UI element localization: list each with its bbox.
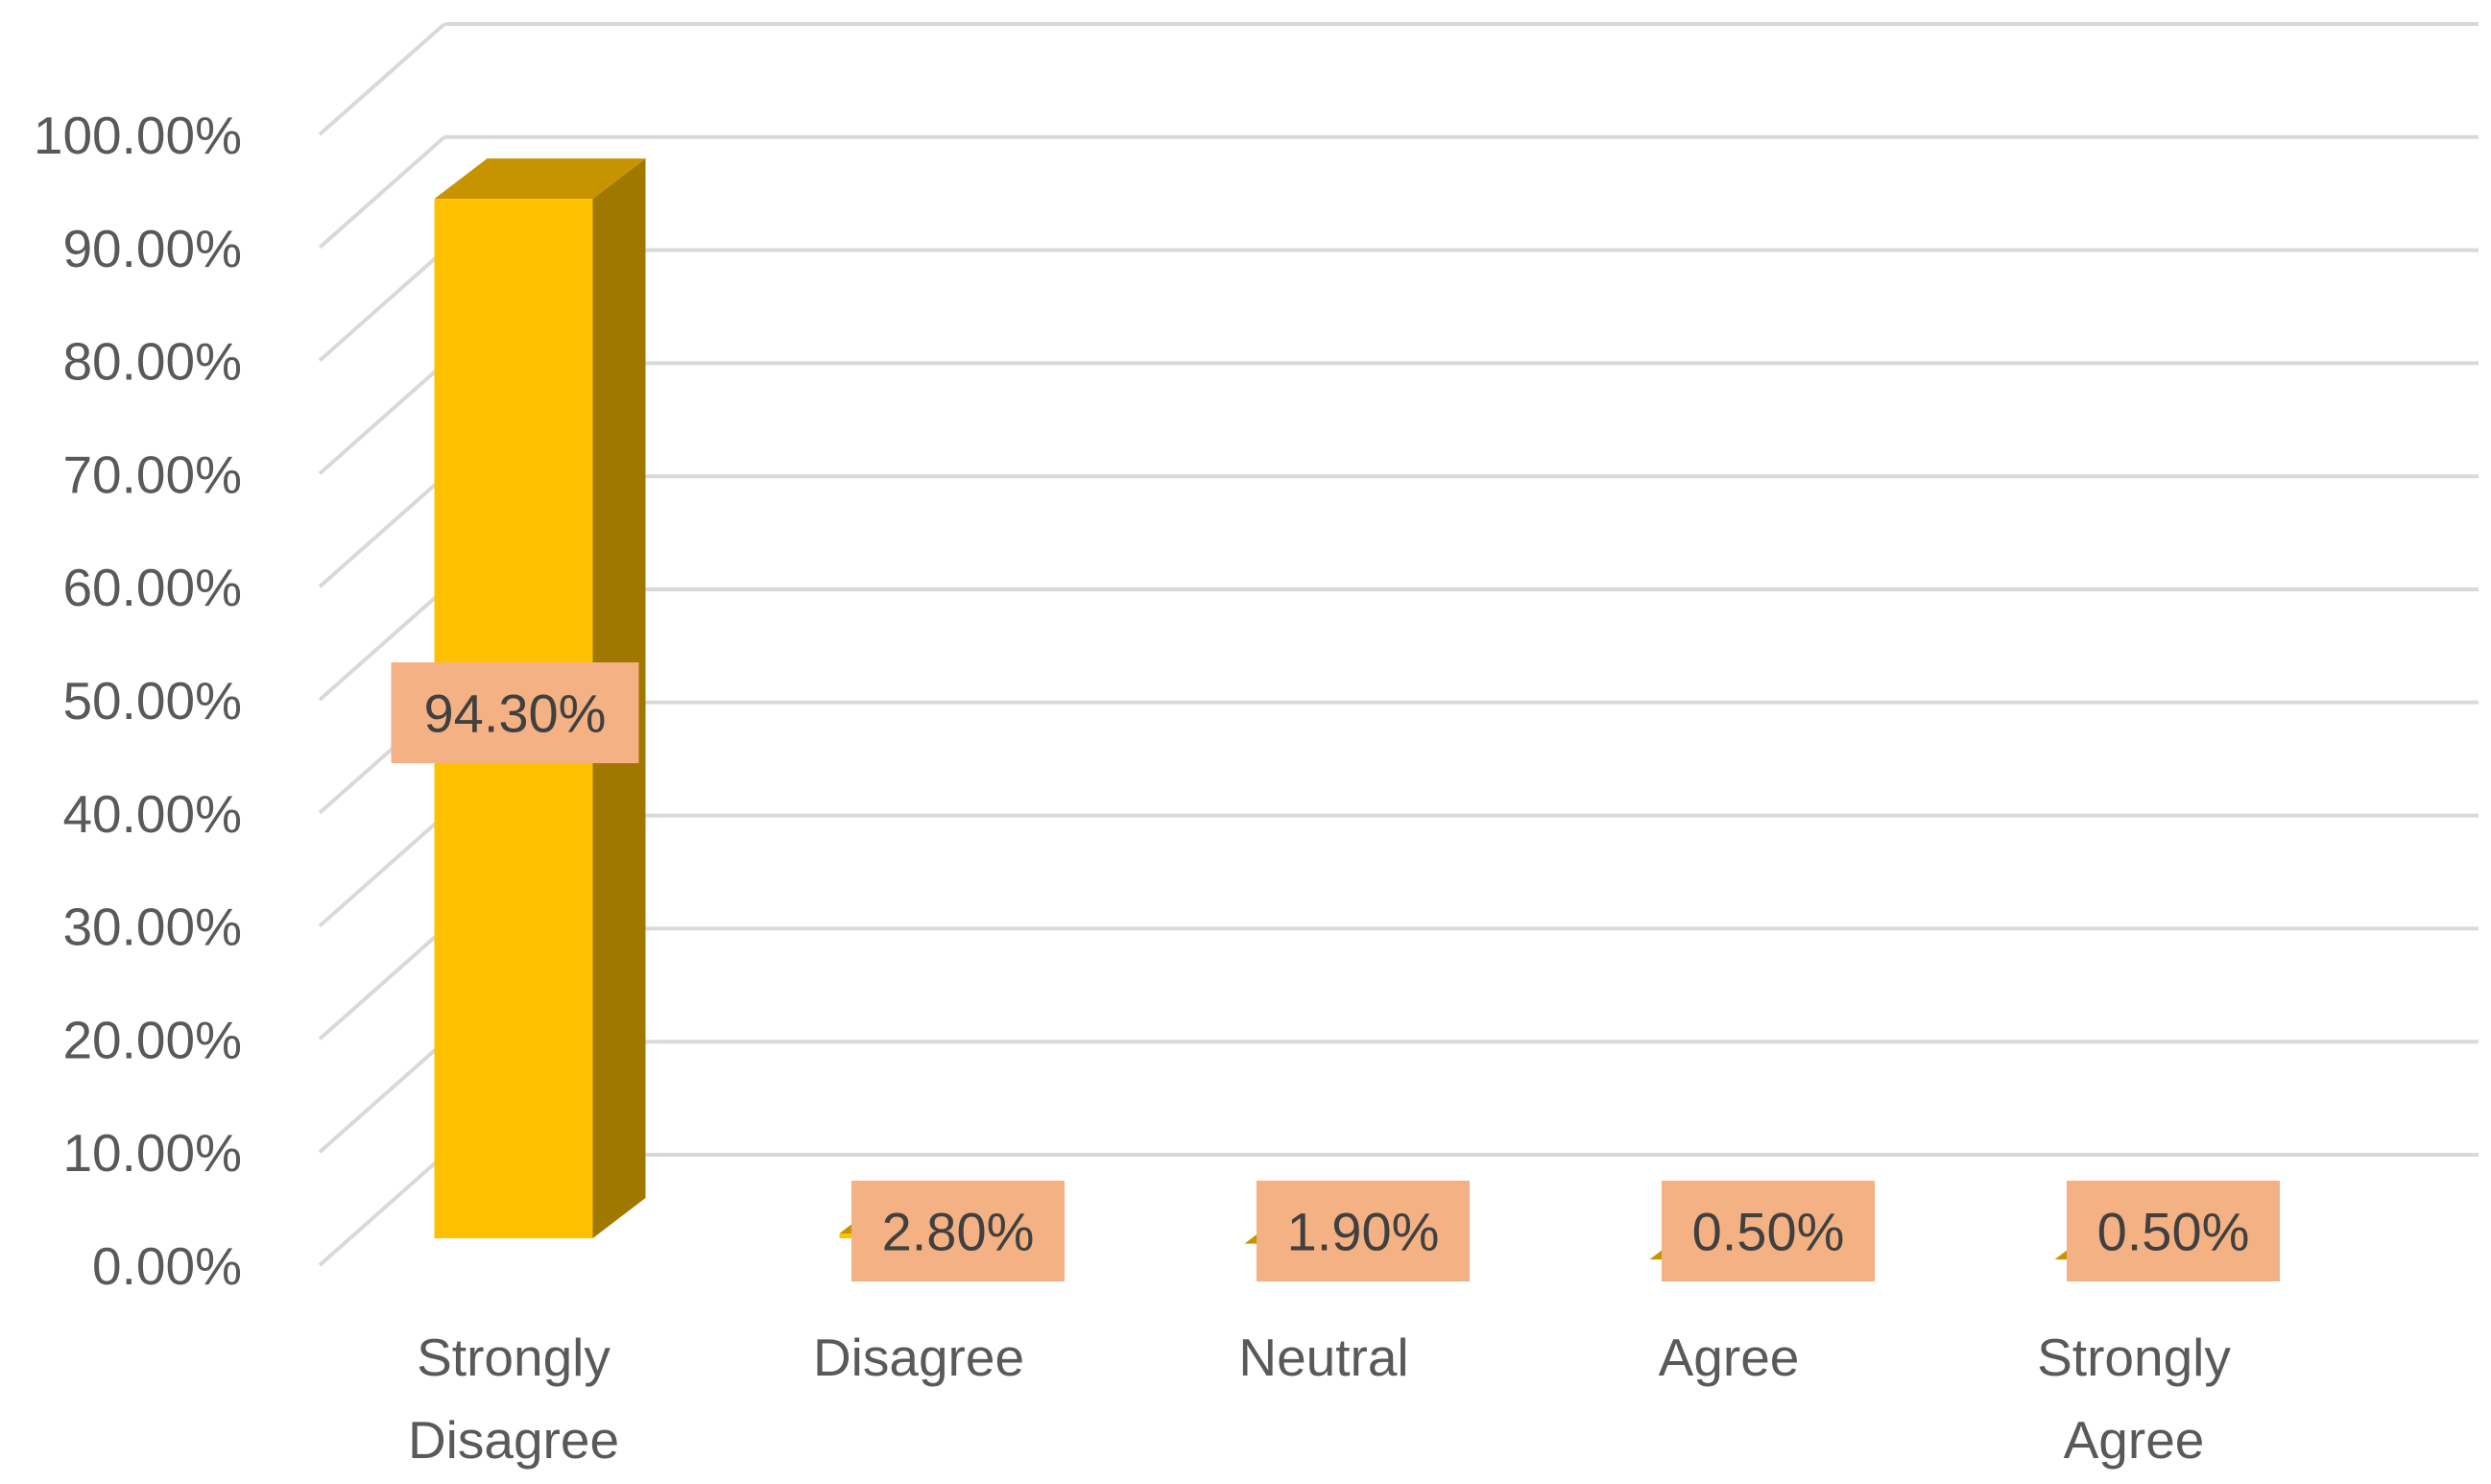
gridline-side: [318, 361, 446, 475]
gridline-side: [318, 926, 446, 1041]
y-tick-label: 70.00%: [62, 444, 242, 504]
category-label: Agree: [1659, 1328, 1800, 1387]
bars: [434, 158, 2266, 1260]
gridline-side: [318, 22, 446, 136]
bar-top-face: [434, 158, 646, 200]
y-tick-label: 20.00%: [62, 1010, 242, 1069]
gridline-side: [318, 249, 446, 363]
gridline-side: [318, 1153, 446, 1267]
gridline-side: [318, 587, 446, 702]
y-tick-label: 50.00%: [62, 671, 242, 730]
y-tick-label: 0.00%: [92, 1236, 242, 1296]
category-label-line: Disagree: [408, 1410, 619, 1470]
y-tick-label: 100.00%: [34, 106, 242, 165]
data-label-box: [1257, 1181, 1470, 1281]
category-label-line: Strongly: [417, 1328, 611, 1387]
data-label-box: [1662, 1181, 1875, 1281]
data-label-box: [851, 1181, 1065, 1281]
category-label-line: Agree: [2064, 1410, 2205, 1470]
data-labels: 94.30% 2.80% 1.90% 0.50% 0.50%: [391, 662, 2280, 1281]
data-label-text: 0.50%: [2097, 1202, 2250, 1262]
y-tick-label: 80.00%: [62, 332, 242, 392]
category-label: Neutral: [1238, 1328, 1408, 1387]
y-tick-label: 10.00%: [62, 1123, 242, 1183]
gridline-side: [318, 474, 446, 588]
data-label: 0.50%: [1662, 1181, 1875, 1281]
y-tick-label: 60.00%: [62, 558, 242, 617]
category-label-line: Disagree: [813, 1328, 1024, 1387]
category-label: Strongly Disagree: [408, 1328, 619, 1470]
gridline-side: [318, 135, 446, 250]
y-axis-tick-labels: 0.00% 10.00% 20.00% 30.00% 40.00% 50.00% 60.00…: [34, 106, 242, 1296]
data-label-box: [2067, 1181, 2280, 1281]
data-label: 94.30%: [391, 662, 639, 764]
gridlines: [318, 22, 2479, 1267]
data-label-text: 1.90%: [1287, 1202, 1440, 1262]
y-tick-label: 30.00%: [62, 898, 242, 957]
data-label: 1.90%: [1257, 1181, 1470, 1281]
category-label-line: Strongly: [2037, 1328, 2231, 1387]
gridline-side: [318, 814, 446, 928]
data-label-text: 94.30%: [424, 683, 607, 744]
category-label: Strongly Agree: [2037, 1328, 2231, 1470]
data-label-box: [391, 662, 639, 764]
category-label-line: Neutral: [1238, 1328, 1408, 1387]
data-label: 0.50%: [2067, 1181, 2280, 1281]
y-tick-label: 90.00%: [62, 219, 242, 278]
data-label: 2.80%: [851, 1181, 1065, 1281]
category-label: Disagree: [813, 1328, 1024, 1387]
category-label-line: Agree: [1659, 1328, 1800, 1387]
data-label-text: 2.80%: [882, 1202, 1035, 1262]
data-label-text: 0.50%: [1692, 1202, 1845, 1262]
gridline-side: [318, 1040, 446, 1154]
y-tick-label: 40.00%: [62, 784, 242, 844]
